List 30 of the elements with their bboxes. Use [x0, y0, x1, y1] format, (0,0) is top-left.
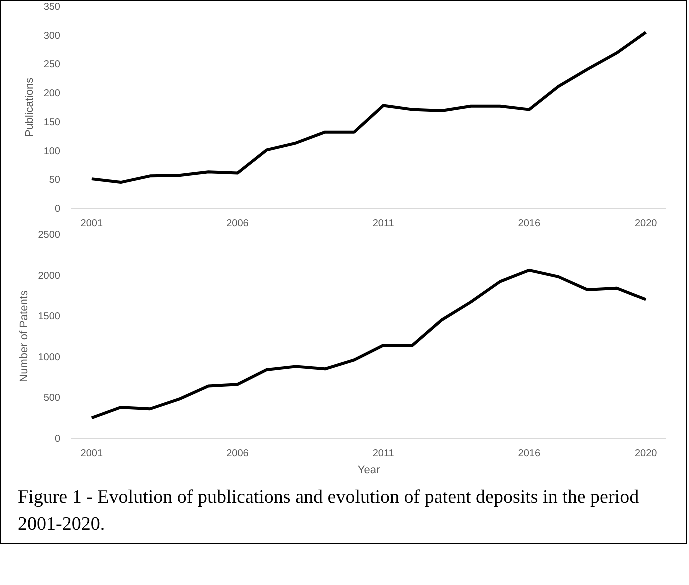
y-tick-label: 0: [54, 204, 61, 215]
x-tick-label: 2006: [226, 218, 250, 230]
x-tick-label: 2011: [372, 218, 395, 230]
y-tick-label: 2000: [38, 270, 61, 282]
y-axis-title: Number of Patents: [18, 290, 30, 382]
x-tick-label: 2020: [634, 448, 658, 460]
x-tick-label: 2020: [634, 218, 658, 230]
y-tick-label: 200: [44, 88, 61, 100]
y-tick-label: 350: [44, 2, 61, 13]
y-tick-label: 500: [44, 393, 61, 404]
y-tick-label: 2500: [38, 230, 61, 241]
line-series: [90, 268, 648, 420]
y-tick-label: 250: [44, 60, 61, 71]
x-tick-label: 2011: [372, 448, 395, 460]
x-axis-title: Year: [358, 464, 380, 476]
y-tick-label: 1000: [38, 352, 61, 364]
y-tick-label: 150: [44, 117, 61, 128]
x-tick-label: 2016: [518, 448, 541, 460]
y-tick-label: 50: [49, 175, 61, 186]
line-series: [90, 30, 648, 184]
y-axis-title: Publications: [24, 77, 36, 138]
y-tick-label: 0: [54, 434, 61, 445]
y-tick-label: 300: [44, 30, 61, 42]
x-tick-label: 2006: [226, 448, 250, 460]
caption: Figure 1 - Evolution of publications and evolution of patent deposits in the period 2001-2020.: [18, 486, 640, 538]
x-tick-label: 2001: [80, 218, 104, 230]
y-tick-label: 1500: [38, 312, 61, 323]
x-tick-label: 2001: [80, 448, 104, 460]
y-tick-label: 100: [44, 146, 61, 158]
x-tick-label: 2016: [518, 218, 541, 230]
